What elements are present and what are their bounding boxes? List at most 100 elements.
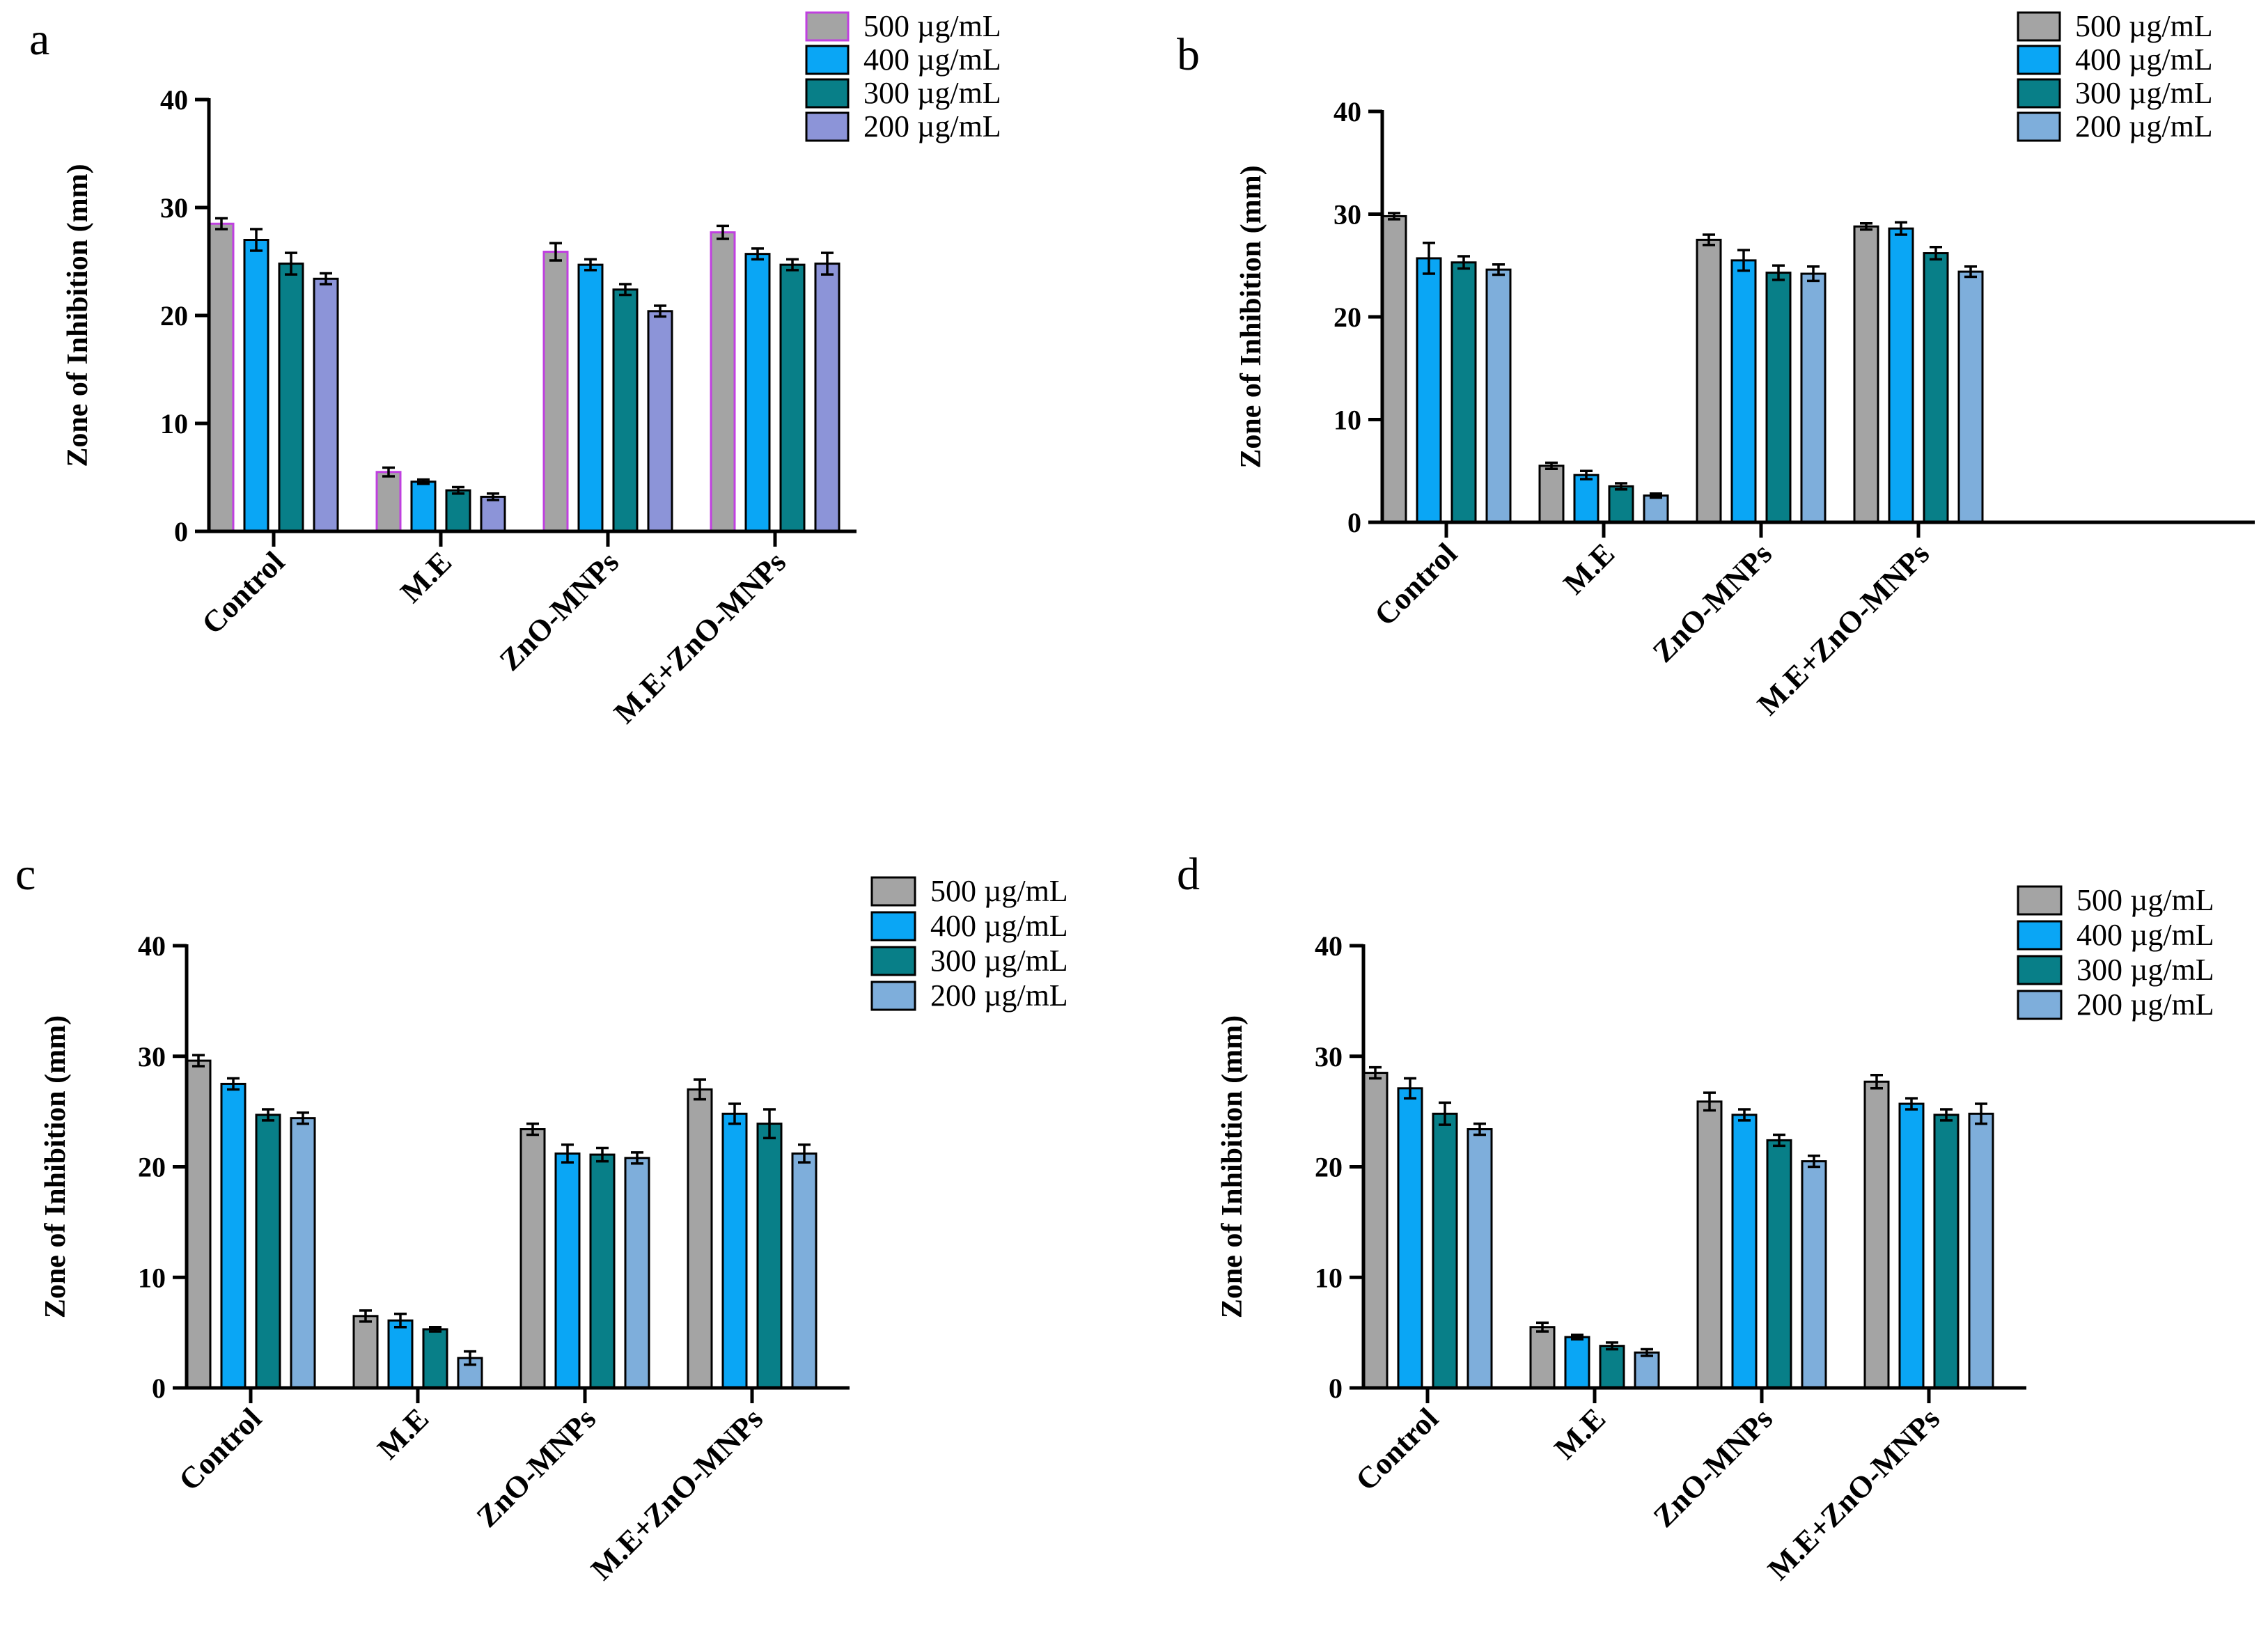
error-bar bbox=[382, 466, 395, 478]
y-tick-label: 20 bbox=[138, 1152, 166, 1183]
error-bar bbox=[717, 224, 729, 240]
y-tick-label: 30 bbox=[138, 1041, 166, 1072]
error-bar bbox=[1404, 1077, 1416, 1100]
y-tick-label: 0 bbox=[174, 516, 188, 547]
bar bbox=[687, 1088, 713, 1389]
error-bar bbox=[631, 1151, 643, 1165]
legend-swatch bbox=[2017, 920, 2063, 951]
panel-letter: d bbox=[1177, 849, 1200, 900]
y-tick-label: 40 bbox=[1315, 930, 1343, 962]
error-bar bbox=[1905, 1097, 1918, 1111]
y-tick-label: 40 bbox=[160, 84, 188, 116]
error-bar bbox=[786, 258, 799, 272]
bar bbox=[1599, 1345, 1625, 1389]
panel-a: a 0 10 20 30 40 Zone of Inhibition (mm) Control… bbox=[0, 0, 1112, 794]
category-label: ZnO-MNPs bbox=[1647, 1401, 1779, 1533]
error-bar bbox=[487, 492, 499, 501]
bar bbox=[375, 471, 402, 533]
bar bbox=[779, 263, 806, 533]
legend-swatch bbox=[805, 111, 850, 142]
y-tick-label: 40 bbox=[138, 930, 166, 962]
error-bar bbox=[1964, 265, 1977, 279]
y-axis-label: Zone of Inhibition (mm) bbox=[62, 164, 94, 467]
error-bar bbox=[1536, 1321, 1549, 1333]
legend-label: 400 µg/mL bbox=[863, 42, 1001, 77]
y-tick-label: 30 bbox=[1334, 199, 1361, 231]
category-label: Control bbox=[172, 1401, 268, 1497]
error-bar bbox=[429, 1325, 441, 1333]
bar bbox=[756, 1123, 783, 1389]
error-bar bbox=[1439, 1101, 1451, 1126]
bar bbox=[313, 277, 339, 533]
bar-chart-c: c 0 10 20 30 40 Zone of Inhibition (mm) Control… bbox=[15, 849, 1068, 1586]
bar bbox=[352, 1315, 379, 1389]
bar bbox=[1765, 272, 1792, 524]
bar bbox=[278, 263, 304, 533]
bar bbox=[710, 231, 736, 533]
bar bbox=[1362, 1072, 1389, 1389]
y-tick-label: 0 bbox=[1329, 1373, 1343, 1404]
legend-swatch bbox=[2017, 111, 2061, 142]
bar bbox=[1696, 1100, 1723, 1389]
y-tick-label: 10 bbox=[160, 408, 188, 439]
bar bbox=[1696, 238, 1722, 524]
category-label: M.E+ZnO-MNPs bbox=[584, 1401, 769, 1586]
error-bar bbox=[821, 251, 834, 276]
bar bbox=[1766, 1139, 1792, 1389]
bar bbox=[1608, 485, 1634, 524]
bar bbox=[1564, 1336, 1590, 1389]
bar bbox=[387, 1319, 414, 1389]
bar bbox=[480, 495, 506, 533]
bar bbox=[1888, 227, 1914, 524]
error-bar bbox=[417, 478, 430, 485]
y-tick-label: 0 bbox=[152, 1373, 166, 1404]
error-bar bbox=[1737, 249, 1750, 272]
error-bar bbox=[751, 247, 764, 261]
y-tick-label: 0 bbox=[1347, 507, 1361, 538]
bar bbox=[1643, 494, 1669, 524]
category-label: M.E+ZnO-MNPs bbox=[607, 545, 792, 730]
error-bar bbox=[561, 1143, 574, 1164]
legend-label: 400 µg/mL bbox=[2075, 42, 2213, 77]
bar bbox=[554, 1152, 581, 1389]
category-label: M.E bbox=[1557, 536, 1622, 601]
error-bar bbox=[584, 258, 597, 272]
category-label: M.E bbox=[371, 1401, 436, 1466]
legend-swatch bbox=[870, 981, 916, 1011]
error-bar bbox=[1606, 1341, 1618, 1351]
bar bbox=[1923, 252, 1949, 524]
legend-swatch bbox=[2017, 45, 2061, 75]
error-bar bbox=[1641, 1348, 1653, 1357]
category-label: M.E bbox=[1548, 1401, 1613, 1466]
legend-label: 200 µg/mL bbox=[930, 978, 1068, 1013]
panel-letter: a bbox=[29, 14, 49, 65]
error-bar bbox=[320, 272, 332, 286]
bar bbox=[1730, 259, 1757, 524]
y-tick-label: 30 bbox=[1315, 1041, 1343, 1072]
legend-label: 300 µg/mL bbox=[930, 944, 1068, 978]
error-bar bbox=[1615, 482, 1627, 491]
bar-chart-d: d 0 10 20 30 40 Zone of Inhibition (mm) Control… bbox=[1177, 849, 2214, 1586]
legend-swatch bbox=[2017, 885, 2063, 916]
bar bbox=[1529, 1326, 1556, 1389]
bar-chart-a: a 0 10 20 30 40 Zone of Inhibition (mm) Control… bbox=[29, 9, 1001, 730]
error-bar bbox=[1772, 264, 1785, 281]
error-bar bbox=[1895, 221, 1907, 236]
bar bbox=[814, 263, 840, 533]
legend-swatch bbox=[2017, 990, 2063, 1020]
error-bar bbox=[619, 283, 632, 297]
legend-label: 400 µg/mL bbox=[2077, 918, 2214, 952]
bar bbox=[243, 239, 269, 533]
error-bar bbox=[763, 1108, 776, 1139]
error-bar bbox=[285, 251, 297, 276]
bar bbox=[1467, 1128, 1493, 1389]
bar bbox=[1485, 268, 1512, 524]
panel-d: d 0 10 20 30 40 Zone of Inhibition (mm) Control… bbox=[1156, 846, 2268, 1640]
y-tick-label: 10 bbox=[1315, 1262, 1343, 1293]
error-bar bbox=[1773, 1133, 1785, 1148]
bar bbox=[1801, 1160, 1827, 1389]
bar bbox=[1933, 1114, 1960, 1389]
panel-b: b 0 10 20 30 40 Zone of Inhibition (mm) Control… bbox=[1156, 0, 2268, 794]
category-label: Control bbox=[1368, 536, 1464, 632]
category-label: M.E bbox=[394, 545, 459, 609]
